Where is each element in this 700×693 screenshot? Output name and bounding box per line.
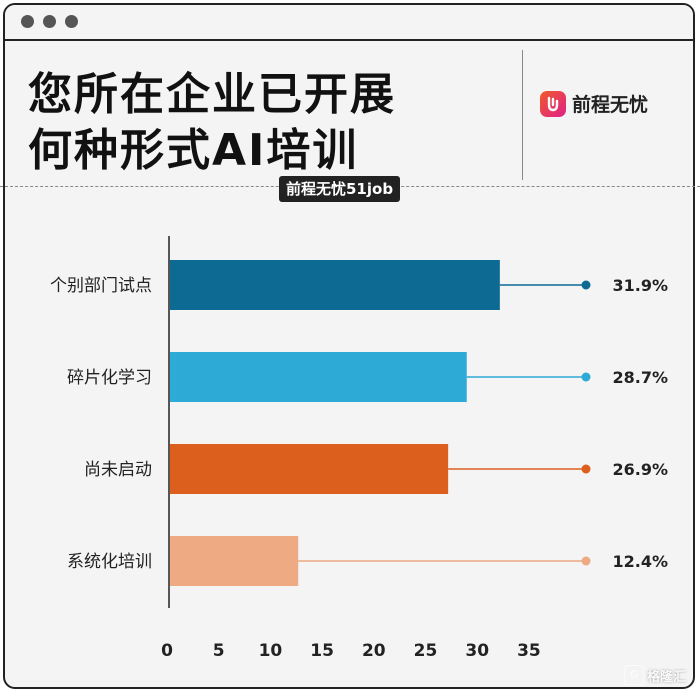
value-label: 26.9% <box>612 460 668 479</box>
page-title-line2: 何种形式AI培训 <box>28 125 359 176</box>
value-label: 31.9% <box>612 276 668 295</box>
header: 您所在企业已开展 何种形式AI培训 <box>0 36 700 184</box>
watermark: G 格隆汇 <box>624 665 686 685</box>
bar <box>170 536 299 586</box>
bar <box>170 444 449 494</box>
x-tick-label: 20 <box>362 641 386 661</box>
window-dot-icon <box>21 15 34 28</box>
bar-end-dot <box>581 464 591 474</box>
window-dot-icon <box>43 15 56 28</box>
page-title-line1: 您所在企业已开展 <box>28 69 396 120</box>
bar <box>170 260 500 310</box>
x-tick-label: 0 <box>161 641 173 661</box>
x-tick-label: 25 <box>414 641 438 661</box>
chart-card <box>3 3 695 689</box>
bar-end-dot <box>581 280 591 290</box>
category-label: 碎片化学习 <box>67 368 152 388</box>
value-label: 12.4% <box>612 552 668 571</box>
source-tag: 前程无忧51job <box>279 176 401 202</box>
category-label: 系统化培训 <box>67 552 152 572</box>
brand-logo-text: 前程无忧 <box>572 94 649 116</box>
window-dot-icon <box>65 15 78 28</box>
bar-end-dot <box>581 372 591 382</box>
category-label: 个别部门试点 <box>50 276 152 296</box>
bar <box>170 352 467 402</box>
brand-logo: 前程无忧 <box>540 90 648 117</box>
category-label: 尚未启动 <box>84 460 152 480</box>
value-label: 28.7% <box>612 368 668 387</box>
brand-logo-icon <box>540 90 566 117</box>
watermark-logo-icon: G <box>624 665 644 685</box>
x-tick-label: 10 <box>259 641 283 661</box>
window-titlebar <box>5 5 693 41</box>
x-tick-label: 30 <box>465 641 489 661</box>
x-tick-label: 15 <box>310 641 334 661</box>
x-tick-label: 35 <box>517 641 541 661</box>
bar-end-dot <box>581 556 591 566</box>
watermark-text: 格隆汇 <box>647 669 687 685</box>
x-tick-label: 5 <box>213 641 225 661</box>
header-divider <box>522 50 523 180</box>
